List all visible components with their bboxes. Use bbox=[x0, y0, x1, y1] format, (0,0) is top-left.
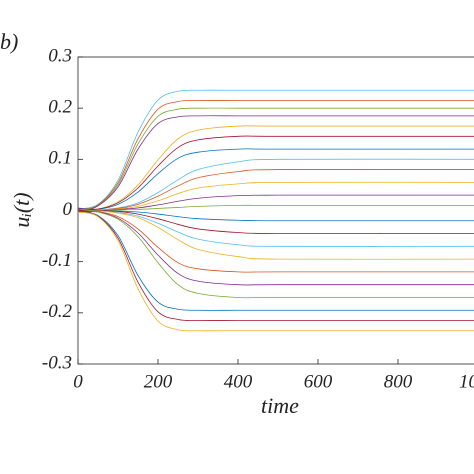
x-tick-label: 1000 bbox=[459, 371, 474, 392]
series-line bbox=[77, 210, 474, 286]
series-line bbox=[77, 209, 474, 321]
panel-label: b) bbox=[0, 29, 18, 54]
x-tick-label: 0 bbox=[73, 371, 83, 392]
y-tick-label: 0.1 bbox=[48, 148, 72, 169]
series-line bbox=[77, 210, 474, 235]
x-tick-label: 600 bbox=[304, 371, 333, 392]
x-axis-label: time bbox=[261, 393, 299, 418]
y-tick-label: 0.2 bbox=[48, 97, 72, 118]
series-line bbox=[77, 100, 474, 212]
series-line bbox=[77, 115, 474, 213]
y-tick-label: -0.1 bbox=[42, 250, 72, 271]
series-line bbox=[77, 158, 474, 211]
y-tick-label: -0.3 bbox=[42, 352, 72, 373]
series-line bbox=[77, 208, 474, 222]
series-line bbox=[77, 204, 474, 212]
x-tick-label: 800 bbox=[384, 371, 413, 392]
series-line bbox=[77, 125, 474, 211]
y-tick-label: -0.2 bbox=[42, 301, 73, 322]
series-line bbox=[77, 148, 474, 212]
y-tick-label: 0.3 bbox=[48, 45, 72, 66]
y-tick-label: 0 bbox=[63, 199, 73, 220]
series-line bbox=[77, 135, 474, 210]
x-tick-label: 200 bbox=[144, 371, 173, 392]
series-line bbox=[77, 89, 474, 210]
series-line bbox=[77, 209, 474, 273]
series-line bbox=[77, 211, 474, 332]
series-line bbox=[77, 210, 474, 311]
series-line bbox=[77, 208, 474, 299]
y-axis-label: uᵢ(t) bbox=[9, 192, 34, 227]
series-line bbox=[77, 107, 474, 211]
series-line bbox=[77, 181, 474, 211]
x-tick-label: 400 bbox=[224, 371, 253, 392]
series-line bbox=[77, 210, 474, 260]
series-line bbox=[77, 209, 474, 247]
plot-area bbox=[77, 56, 474, 365]
